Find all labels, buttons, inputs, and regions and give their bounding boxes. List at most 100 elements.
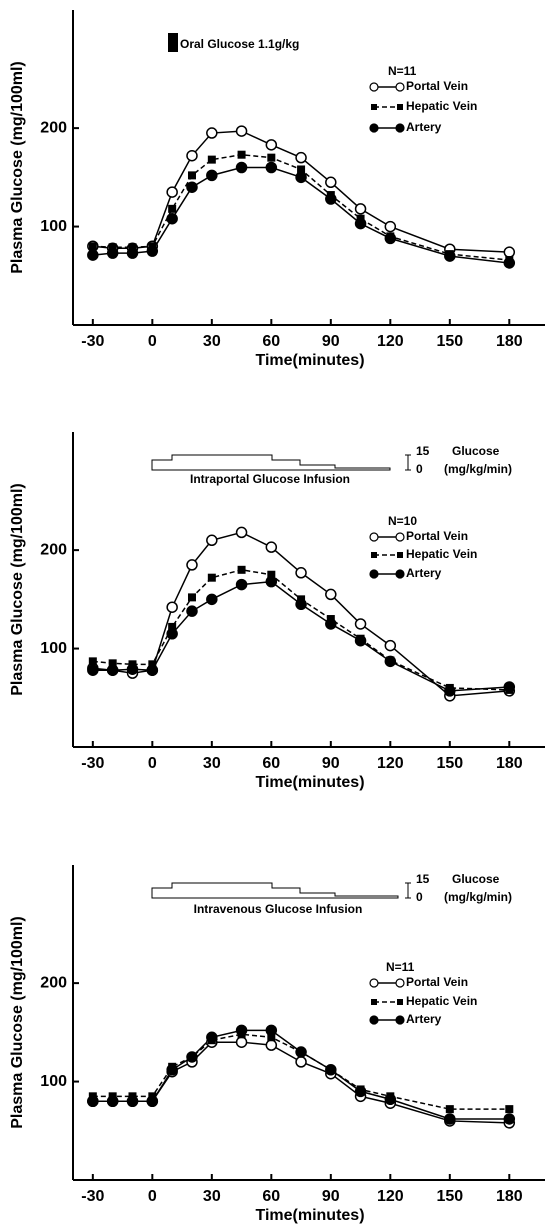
marker [265, 541, 278, 553]
marker [503, 246, 516, 258]
legend-label: Artery [406, 566, 442, 580]
marker [166, 212, 178, 225]
marker [503, 681, 516, 693]
marker [265, 1024, 278, 1037]
legend-label: Artery [406, 1012, 442, 1026]
marker [187, 593, 196, 602]
x-tick-label: 120 [377, 755, 404, 772]
marker [106, 664, 119, 676]
marker [444, 685, 456, 697]
marker [166, 1064, 178, 1076]
infusion-profile [151, 454, 391, 471]
marker [186, 149, 198, 162]
x-tick-label: -30 [81, 333, 104, 350]
marker [186, 605, 198, 617]
legend-label: Hepatic Vein [406, 994, 477, 1008]
series-line [92, 130, 510, 253]
x-tick-label: 60 [262, 1188, 280, 1205]
marker [235, 161, 248, 174]
marker [444, 1113, 456, 1125]
annotation: (mg/kg/min) [444, 890, 512, 904]
marker [325, 193, 337, 205]
marker [297, 165, 306, 174]
infusion-scale [405, 882, 411, 899]
marker [503, 257, 516, 269]
marker [384, 655, 397, 668]
legend-label: Hepatic Vein [406, 99, 477, 113]
marker [265, 1039, 278, 1051]
legend-label: Portal Vein [406, 975, 468, 989]
x-tick-label: 60 [262, 755, 280, 772]
marker [505, 1105, 514, 1114]
annotation: 0 [416, 462, 423, 476]
annotation: N=11 [388, 64, 417, 78]
marker [237, 565, 246, 574]
x-tick-label: 120 [377, 333, 404, 350]
marker [146, 1095, 159, 1107]
marker [267, 570, 276, 579]
y-tick-label: 100 [40, 218, 67, 235]
marker [126, 247, 139, 259]
marker [206, 127, 218, 139]
marker [186, 559, 198, 571]
marker [126, 663, 139, 675]
marker [206, 169, 218, 182]
marker [237, 150, 246, 159]
x-tick-label: 60 [262, 333, 280, 350]
marker [166, 601, 178, 613]
legend-symbol [371, 104, 377, 110]
infusion-scale [405, 454, 411, 471]
legend-symbol [371, 552, 377, 558]
marker [146, 245, 159, 257]
legend-symbol [397, 552, 403, 558]
x-tick-label: 150 [436, 755, 463, 772]
legend-symbol [395, 1015, 405, 1025]
x-tick-label: 0 [148, 333, 157, 350]
legend-symbol [395, 978, 405, 988]
marker [295, 151, 307, 164]
marker [235, 1024, 248, 1037]
annotation: 15 [416, 444, 430, 458]
legend-symbol [397, 999, 403, 1005]
marker [445, 1105, 454, 1114]
oral-dose-mark [168, 33, 178, 52]
marker [354, 618, 367, 630]
annotation: Intravenous Glucose Infusion [194, 902, 363, 916]
x-axis-label: Time(minutes) [255, 352, 364, 369]
annotation: 15 [416, 872, 430, 886]
marker [235, 125, 248, 137]
marker [265, 575, 278, 588]
marker [87, 664, 99, 676]
marker [295, 567, 307, 579]
marker [384, 232, 397, 245]
x-axis-label: Time(minutes) [255, 1207, 364, 1224]
annotation: N=10 [388, 514, 417, 528]
marker [207, 573, 216, 582]
marker [146, 664, 159, 676]
marker [126, 1095, 139, 1107]
marker [207, 155, 216, 164]
y-axis-label: Plasma Glucose (mg/100ml) [9, 61, 26, 274]
marker [148, 660, 157, 669]
marker [354, 1085, 367, 1098]
x-tick-label: 180 [496, 333, 523, 350]
marker [295, 598, 307, 611]
marker [295, 1056, 307, 1068]
marker [354, 634, 367, 647]
legend-label: Portal Vein [406, 529, 468, 543]
x-tick-label: -30 [81, 755, 104, 772]
marker [87, 249, 99, 261]
annotation: Intraportal Glucose Infusion [190, 472, 350, 486]
legend-label: Artery [406, 120, 442, 134]
x-tick-label: 180 [496, 755, 523, 772]
marker [168, 622, 177, 631]
y-tick-label: 100 [40, 1073, 67, 1090]
legend-symbol [369, 978, 379, 988]
x-tick-label: 150 [436, 333, 463, 350]
marker [384, 1093, 397, 1106]
legend-label: Hepatic Vein [406, 547, 477, 561]
x-tick-label: 30 [203, 333, 221, 350]
legend-symbol [395, 123, 405, 133]
marker [88, 242, 97, 251]
